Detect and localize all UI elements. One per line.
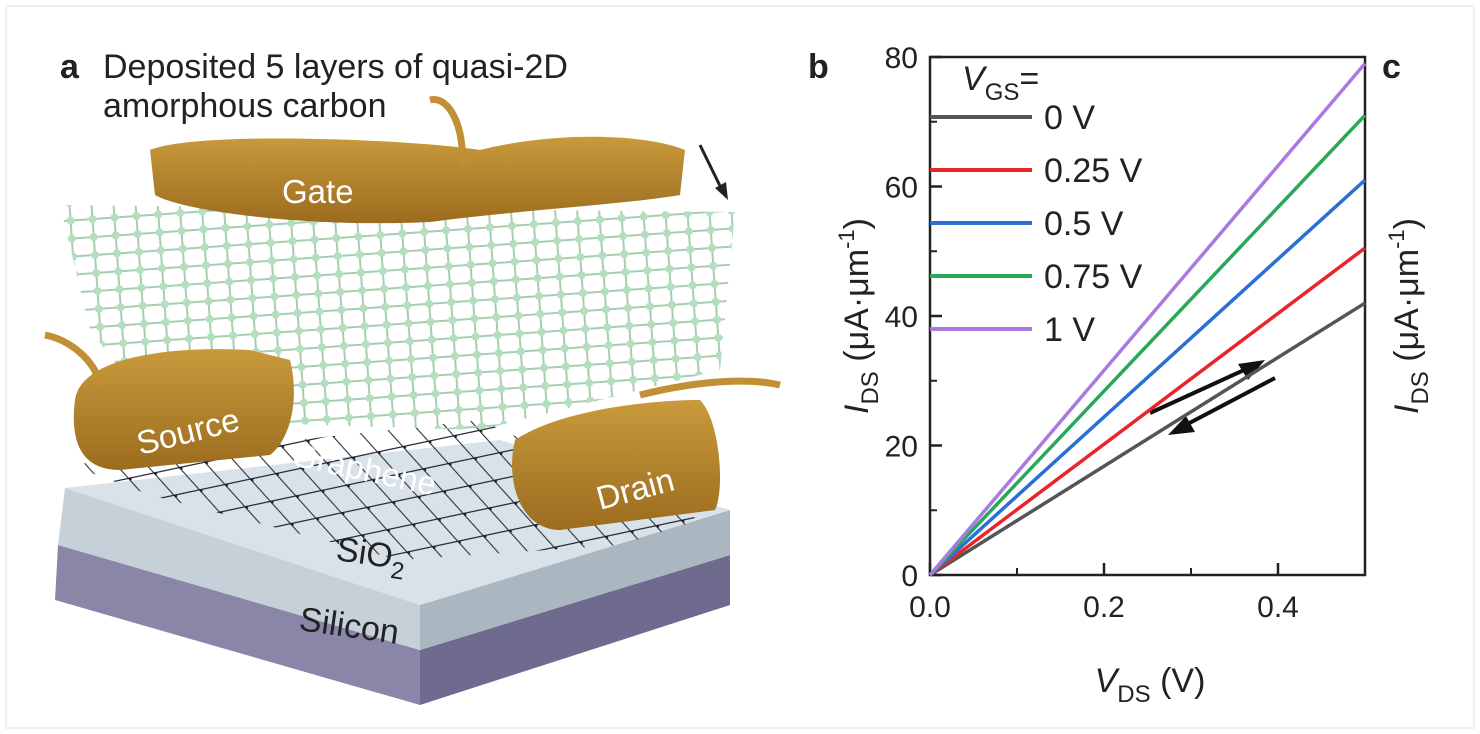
y-tick-label: 40: [885, 301, 918, 334]
label-sub: DS: [1407, 371, 1434, 404]
body: a Deposited 5 layers of quasi-2D amorpho…: [0, 0, 1480, 734]
x-tick-label: 0.2: [1083, 591, 1125, 624]
source-electrode: [74, 349, 294, 470]
legend-title-sub: GS: [985, 79, 1020, 106]
x-axis-label: VDS (V): [1095, 662, 1206, 708]
y-axis-label: IDS (μA·μm-1): [1384, 218, 1434, 414]
series-line: [930, 63, 1365, 575]
y-tick-label: 0: [901, 560, 918, 593]
legend-label: 0 V: [1044, 99, 1095, 137]
legend-title-part: =: [1019, 60, 1039, 98]
label-sup: -1: [1384, 229, 1409, 249]
pointer-arrow: [700, 145, 722, 190]
label-part: (μA·μm: [1388, 249, 1426, 371]
label-part: ): [1388, 218, 1426, 229]
arrow-backward: [1180, 378, 1275, 428]
caption-line: amorphous carbon: [103, 87, 387, 125]
panel-label: c: [1382, 48, 1401, 86]
label-part: (V): [1151, 662, 1206, 700]
figure: a Deposited 5 layers of quasi-2D amorpho…: [0, 0, 1480, 734]
legend-label: 0.25 V: [1044, 152, 1143, 190]
page: {"panel_a": {"label": "a", "caption": ["…: [0, 0, 1480, 734]
legend-label: 0.5 V: [1044, 205, 1124, 243]
legend-label: 1 V: [1044, 311, 1095, 349]
gate-electrode: [150, 137, 685, 223]
label-sub: DS: [857, 371, 884, 404]
series-line: [930, 248, 1365, 575]
y-tick-label: 60: [885, 172, 918, 205]
series-line: [930, 180, 1365, 575]
device-illustration: a Deposited 5 layers of quasi-2D amorpho…: [45, 48, 780, 705]
x-tick-label: 0.4: [1257, 591, 1299, 624]
gate-label: Gate: [282, 173, 354, 210]
y-tick-label: 20: [885, 431, 918, 464]
caption-line: Deposited 5 layers of quasi-2D: [103, 48, 568, 86]
label-part: ): [838, 218, 876, 229]
y-axis-label: IDS (μA·μm-1): [834, 218, 884, 414]
label-sub: DS: [1117, 681, 1150, 708]
pointer-head: [715, 182, 728, 200]
x-tick-label: 0.0: [909, 591, 951, 624]
panel-label: a: [60, 48, 80, 86]
panel-label: b: [808, 48, 829, 86]
label-sup: -1: [834, 229, 859, 249]
y-tick-label: 80: [885, 42, 918, 75]
oxide-text: SiO: [334, 530, 395, 576]
label-part: (μA·μm: [838, 249, 876, 371]
legend-label: 0.75 V: [1044, 258, 1143, 296]
legend-title: VGS=: [962, 60, 1039, 106]
